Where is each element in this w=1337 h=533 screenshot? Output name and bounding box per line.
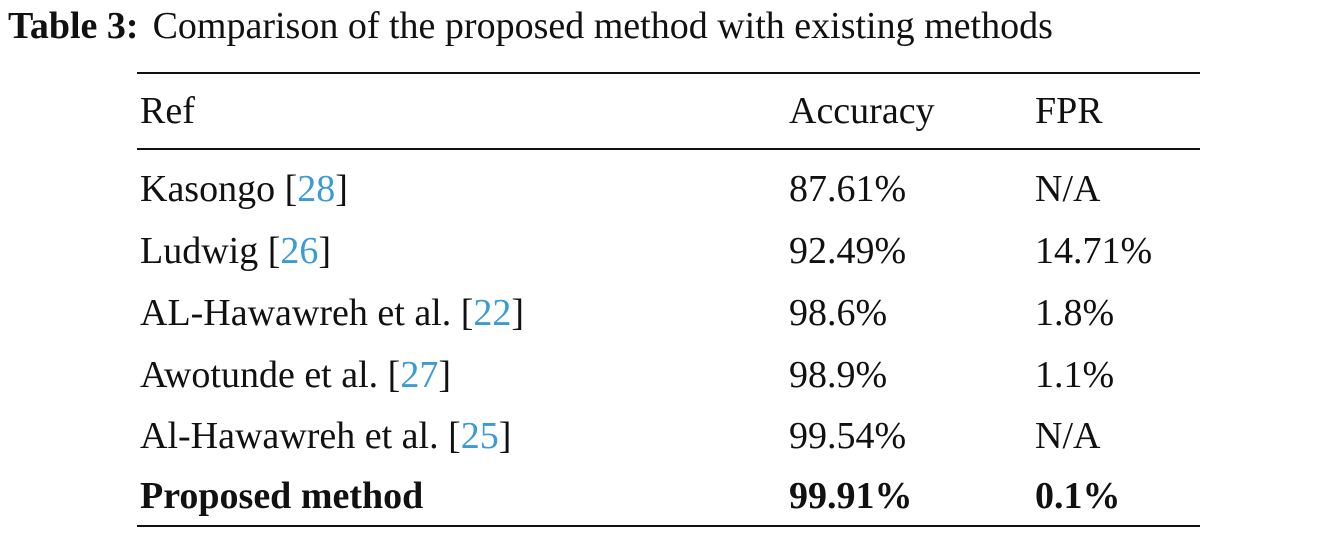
ref-cell: Awotunde et al. [27] [140,353,451,397]
cite-close: ] [318,230,332,272]
fpr-cell: N/A [1035,415,1101,457]
ref-cell: Kasongo [28] [140,167,348,211]
ref-name: Awotunde et al. [140,354,379,396]
caption: Table 3: Comparison of the proposed metho… [8,4,1053,48]
cite-number: 22 [473,292,512,334]
accuracy-cell: 87.61% [789,168,907,210]
fpr-cell: 1.1% [1035,354,1115,396]
cite-close: ] [511,292,525,334]
ref-cell: Al-Hawawreh et al. [25] [140,414,511,458]
cite-number: 25 [460,415,499,457]
caption-text: Comparison of the proposed method with e… [152,5,1053,47]
ref-name: Kasongo [140,168,276,210]
ref-name: Ludwig [140,230,259,272]
cite-number: 28 [297,168,336,210]
cite-number: 27 [400,354,439,396]
ref-name: AL-Hawawreh et al. [140,292,452,334]
fpr-cell: 14.71% [1035,230,1153,272]
header-cell: Ref [140,90,195,132]
bottom-rule [137,525,1200,527]
fpr-cell: 1.8% [1035,292,1115,334]
cite-open: [ [267,230,281,272]
cite-close: ] [498,415,512,457]
accuracy-cell: 92.49% [789,230,907,272]
header-cell: Accuracy [789,90,935,132]
accuracy-cell: 99.54% [789,415,907,457]
cite-open: [ [387,354,401,396]
mid-rule [137,148,1200,150]
ref-cell: Proposed method [140,475,424,517]
accuracy-cell: 98.9% [789,354,888,396]
cite-open: [ [460,292,474,334]
header-cell: FPR [1035,90,1103,132]
cite-number: 26 [280,230,319,272]
cite-open: [ [284,168,298,210]
accuracy-cell: 99.91% [789,475,913,517]
fpr-cell: 0.1% [1035,475,1121,517]
caption-label: Table 3: [8,5,139,47]
cite-close: ] [438,354,451,396]
accuracy-cell: 98.6% [789,292,888,334]
cite-open: [ [448,415,461,457]
cite-close: ] [335,168,348,210]
ref-name: Al-Hawawreh et al. [140,415,439,457]
ref-cell: AL-Hawawreh et al. [22] [140,291,524,335]
top-rule [137,72,1200,74]
fpr-cell: N/A [1035,168,1101,210]
ref-cell: Ludwig [26] [140,229,331,273]
